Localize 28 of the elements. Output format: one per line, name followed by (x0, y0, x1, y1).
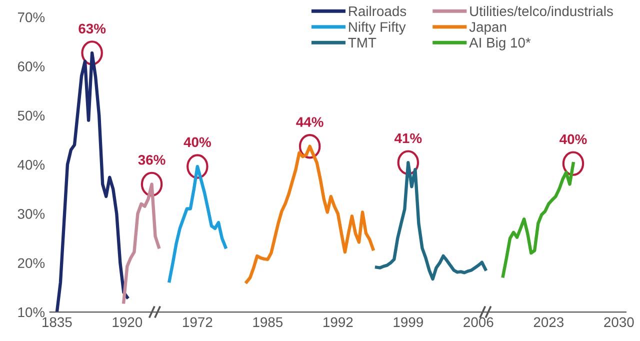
x-tick-label: 1920 (112, 317, 142, 328)
annotation: 41% (394, 133, 422, 144)
x-tick-label: 1985 (253, 317, 283, 328)
x-tick-label: 2006 (464, 317, 494, 328)
x-tick-label: 1999 (394, 317, 423, 328)
annotation: 40% (560, 134, 587, 144)
x-tick-label: 2030 (604, 317, 634, 328)
y-tick-label: 70% (18, 12, 45, 22)
legend-label: TMT (348, 38, 376, 48)
annotation: 44% (296, 117, 324, 127)
x-tick-label: 1972 (183, 317, 212, 328)
y-tick-label: 60% (18, 62, 45, 72)
y-tick-label: 40% (18, 160, 45, 170)
legend-label: Japan (469, 22, 506, 35)
x-tick-label: 2023 (534, 317, 564, 328)
annotation: 63% (78, 24, 106, 34)
x-tick-label: 1835 (42, 317, 72, 328)
y-tick-label: 20% (18, 258, 45, 268)
annotation: 40% (184, 137, 211, 148)
legend-label: AI Big 10* (469, 37, 531, 50)
legend-label: Nifty Fifty (349, 22, 406, 35)
x-tick-label: 1992 (324, 317, 353, 328)
y-tick-label: 30% (18, 209, 45, 219)
y-tick-label: 10% (18, 307, 45, 318)
legend-label: Railroads (349, 6, 406, 16)
annotation: 36% (138, 154, 166, 165)
y-tick-label: 50% (18, 110, 45, 121)
legend-label: Utilities/telco/industrials (470, 6, 613, 16)
